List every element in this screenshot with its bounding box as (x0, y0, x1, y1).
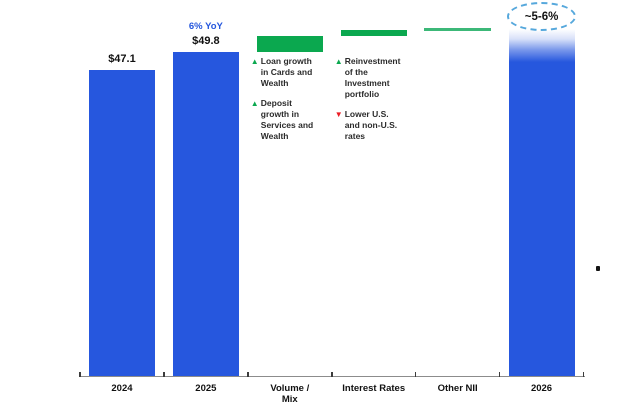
annotations-interest-rates: ▲ Reinvestment of the Investment portfolio ▼ L… (335, 56, 417, 151)
annotation-text: Loan growth in Cards and Wealth (261, 56, 312, 89)
x-axis-tick (582, 372, 585, 377)
axis-label-2026: 2026 (496, 383, 588, 394)
x-axis-tick (498, 372, 501, 377)
annotation-item: ▲ Reinvestment of the Investment portfolio (335, 56, 417, 100)
value-label-2025: $49.8 (192, 35, 220, 47)
axis-label-line: Volume / (270, 383, 310, 394)
annotation-line: Services and (260, 120, 314, 130)
annotation-line: and non-U.S. (344, 120, 398, 130)
annotation-line: of the (344, 67, 368, 77)
annotation-line: Wealth (260, 131, 289, 141)
annotation-line: growth in (260, 109, 300, 119)
axis-label-line: 2024 (111, 383, 133, 394)
bar-volume-mix (256, 36, 323, 52)
bar-2026 (508, 29, 575, 377)
annotation-text: Lower U.S. and non-U.S. rates (345, 109, 397, 142)
annotation-text: Deposit growth in Services and Wealth (261, 98, 313, 142)
axis-label-line: Interest Rates (342, 383, 406, 394)
bar-interest-rates (340, 29, 407, 37)
annotation-line: Loan growth (260, 56, 312, 66)
axis-label-other-nii: Other NII (412, 383, 504, 394)
annotation-line: rates (344, 131, 366, 141)
annotation-line: Investment (344, 78, 390, 88)
axis-label-interest-rates: Interest Rates (328, 383, 420, 394)
annotation-item: ▲ Deposit growth in Services and Wealth (251, 98, 333, 142)
annotation-line: Deposit (260, 98, 292, 108)
x-axis-tick (79, 372, 81, 377)
bar-2025 (172, 52, 239, 377)
annotation-line: portfolio (344, 89, 380, 99)
axis-label-2025: 2025 (160, 383, 252, 394)
x-axis-tick (330, 372, 333, 377)
axis-label-line: Mix (281, 394, 298, 405)
artifact-dot (596, 266, 600, 271)
annotation-line: in Cards and (260, 67, 313, 77)
x-axis-tick (414, 372, 417, 377)
bar-other-nii (424, 28, 492, 31)
axis-label-line: 2026 (530, 383, 553, 394)
axis-label-2024: 2024 (76, 383, 168, 394)
x-axis-tick (247, 372, 249, 377)
growth-label-2025: 6% YoY (188, 21, 223, 32)
annotations-volume-mix: ▲ Loan growth in Cards and Wealth ▲ Deposit gr… (251, 56, 333, 151)
annotation-item: ▲ Loan growth in Cards and Wealth (251, 56, 333, 89)
x-axis-tick (163, 372, 165, 377)
up-triangle-icon: ▲ (334, 57, 343, 66)
up-triangle-icon: ▲ (250, 57, 259, 66)
annotation-text: Reinvestment of the Investment portfolio (345, 56, 401, 100)
annotation-item: ▼ Lower U.S. and non-U.S. rates (335, 109, 417, 142)
annotation-line: Reinvestment (344, 56, 401, 66)
plot-area: $47.1 $49.8 6% YoY ~5-6% (88, 2, 577, 377)
value-label-2024: $47.1 (108, 52, 136, 65)
axis-label-volume-mix: Volume / Mix (244, 383, 336, 405)
axis-label-line: 2025 (195, 383, 217, 394)
up-triangle-icon: ▲ (250, 99, 259, 108)
bar-2024 (88, 69, 155, 377)
estimate-callout: ~5-6% (507, 2, 577, 31)
annotation-line: Lower U.S. (344, 109, 389, 119)
axis-label-line: Other NII (437, 383, 478, 394)
down-triangle-icon: ▼ (334, 110, 343, 119)
annotation-line: Wealth (260, 78, 289, 88)
